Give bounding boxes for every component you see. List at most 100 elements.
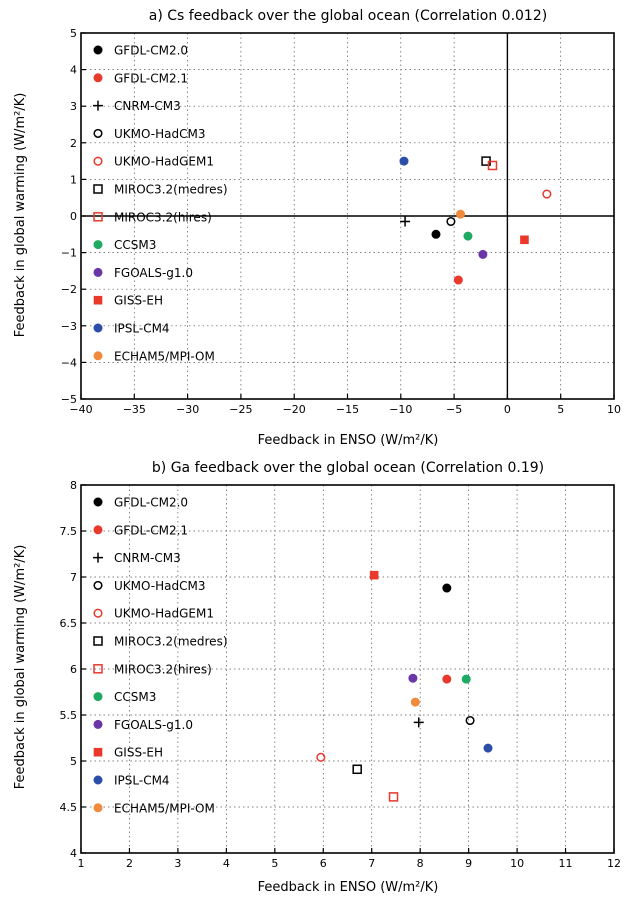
legend-item: FGOALS-g1.0 xyxy=(93,266,193,280)
legend-item: ECHAM5/MPI-OM xyxy=(93,801,215,815)
legend-marker xyxy=(93,636,103,646)
legend-marker xyxy=(93,692,103,702)
legend-label: MIROC3.2(medres) xyxy=(114,183,228,197)
data-points xyxy=(399,156,552,285)
legend-marker xyxy=(93,323,103,333)
legend-label: GISS-EH xyxy=(114,746,163,760)
data-point xyxy=(520,235,529,245)
legend-item: CNRM-CM3 xyxy=(93,99,181,113)
legend-marker xyxy=(93,497,103,507)
legend-label: IPSL-CM4 xyxy=(114,322,170,336)
legend-label: GISS-EH xyxy=(114,294,163,308)
legend-item: GFDL-CM2.0 xyxy=(93,44,188,58)
legend-label: UKMO-HadGEM1 xyxy=(114,155,214,169)
x-tick-label: 3 xyxy=(174,857,181,870)
legend-label: ECHAM5/MPI-OM xyxy=(114,801,215,815)
x-tick-label: 8 xyxy=(417,857,424,870)
legend-label: FGOALS-g1.0 xyxy=(114,718,193,732)
legend-item: MIROC3.2(medres) xyxy=(93,183,228,197)
x-tick-label: −30 xyxy=(176,403,199,416)
legend-marker xyxy=(93,775,103,785)
panel-a-x-axis-label: Feedback in ENSO (W/m²/K) xyxy=(258,433,439,448)
legend-label: CNRM-CM3 xyxy=(114,99,181,113)
y-tick-label: −2 xyxy=(61,283,77,296)
x-tick-label: −35 xyxy=(123,403,146,416)
y-tick-label: 6.5 xyxy=(60,617,78,630)
legend: GFDL-CM2.0 GFDL-CM2.1 CNRM-CM3 UKMO-HadCM3 U… xyxy=(93,44,228,363)
y-tick-label: 5.5 xyxy=(60,709,78,722)
legend-item: UKMO-HadGEM1 xyxy=(93,155,214,169)
legend-item: UKMO-HadCM3 xyxy=(93,579,205,593)
data-point xyxy=(461,674,471,684)
legend-marker xyxy=(93,73,103,83)
legend-item: CNRM-CM3 xyxy=(93,551,181,565)
legend-marker xyxy=(93,719,103,729)
x-tick-label: 10 xyxy=(510,857,524,870)
data-point xyxy=(413,717,424,728)
legend-label: MIROC3.2(medres) xyxy=(114,635,228,649)
data-point xyxy=(388,792,399,802)
panel-a-title: a) Cs feedback over the global ocean (Co… xyxy=(149,8,547,24)
legend-marker xyxy=(93,128,103,138)
y-tick-label: 6 xyxy=(70,663,77,676)
legend-item: MIROC3.2(hires) xyxy=(93,210,212,224)
legend-item: FGOALS-g1.0 xyxy=(93,718,193,732)
legend-label: UKMO-HadCM3 xyxy=(114,579,205,593)
data-point xyxy=(408,673,418,683)
legend-item: UKMO-HadGEM1 xyxy=(93,607,214,621)
legend-item: CCSM3 xyxy=(93,690,156,704)
panel-a-plot-area: −40 −35 −30 −25 −20 −15 −10 −5 0 5 10−5−4−3−2−1012… xyxy=(61,27,621,416)
data-point xyxy=(399,156,409,166)
x-tick-label: 11 xyxy=(559,857,573,870)
legend-marker xyxy=(93,351,103,361)
x-tick-label: 7 xyxy=(368,857,375,870)
legend-label: MIROC3.2(hires) xyxy=(114,210,212,224)
y-tick-label: 4.5 xyxy=(60,801,78,814)
x-tick-label: −20 xyxy=(283,403,306,416)
legend: GFDL-CM2.0 GFDL-CM2.1 CNRM-CM3 UKMO-HadCM3 U… xyxy=(93,496,228,815)
legend-label: GFDL-CM2.1 xyxy=(114,71,188,85)
legend-label: MIROC3.2(hires) xyxy=(114,662,212,676)
legend-marker xyxy=(93,212,103,222)
legend-label: CNRM-CM3 xyxy=(114,551,181,565)
panel-b-y-axis-label: Feedback in global warming (W/m²/K) xyxy=(13,545,28,790)
x-tick-label: 4 xyxy=(223,857,230,870)
y-tick-label: 8 xyxy=(70,479,77,492)
x-tick-label: −5 xyxy=(446,403,462,416)
legend-item: UKMO-HadCM3 xyxy=(93,127,205,141)
legend-label: UKMO-HadGEM1 xyxy=(114,607,214,621)
grid xyxy=(81,485,614,853)
panel-b-ga-feedback: b) Ga feedback over the global ocean (Co… xyxy=(13,460,621,895)
data-point xyxy=(352,764,362,775)
x-tick-label: 5 xyxy=(557,403,564,416)
legend-item: GFDL-CM2.1 xyxy=(93,523,188,537)
y-tick-label: 1 xyxy=(70,173,77,186)
x-tick-label: −15 xyxy=(336,403,359,416)
data-point xyxy=(542,189,552,199)
legend-marker xyxy=(93,240,103,250)
legend-label: CCSM3 xyxy=(114,690,156,704)
legend-item: MIROC3.2(hires) xyxy=(93,662,212,676)
panel-a-y-axis-label: Feedback in global warming (W/m²/K) xyxy=(13,93,28,338)
y-tick-label: 4 xyxy=(70,847,77,860)
legend-label: GFDL-CM2.1 xyxy=(114,523,188,537)
y-tick-label: −1 xyxy=(61,247,77,260)
data-point xyxy=(453,275,463,285)
legend-marker xyxy=(93,45,103,55)
x-tick-label: 5 xyxy=(271,857,278,870)
legend-label: ECHAM5/MPI-OM xyxy=(114,349,215,363)
legend-marker xyxy=(93,100,103,111)
data-point xyxy=(478,249,488,259)
legend-marker xyxy=(93,664,103,674)
y-tick-label: 3 xyxy=(70,100,77,113)
legend-marker xyxy=(93,747,103,757)
data-point xyxy=(316,752,326,762)
legend-item: CCSM3 xyxy=(93,238,156,252)
legend-marker xyxy=(93,156,103,166)
x-axis-ticks: −40 −35 −30 −25 −20 −15 −10 −5 0 5 10 xyxy=(69,394,621,416)
legend-item: MIROC3.2(medres) xyxy=(93,635,228,649)
legend-label: FGOALS-g1.0 xyxy=(114,266,193,280)
x-tick-label: 0 xyxy=(504,403,511,416)
data-point xyxy=(455,209,465,219)
x-tick-label: −25 xyxy=(229,403,252,416)
